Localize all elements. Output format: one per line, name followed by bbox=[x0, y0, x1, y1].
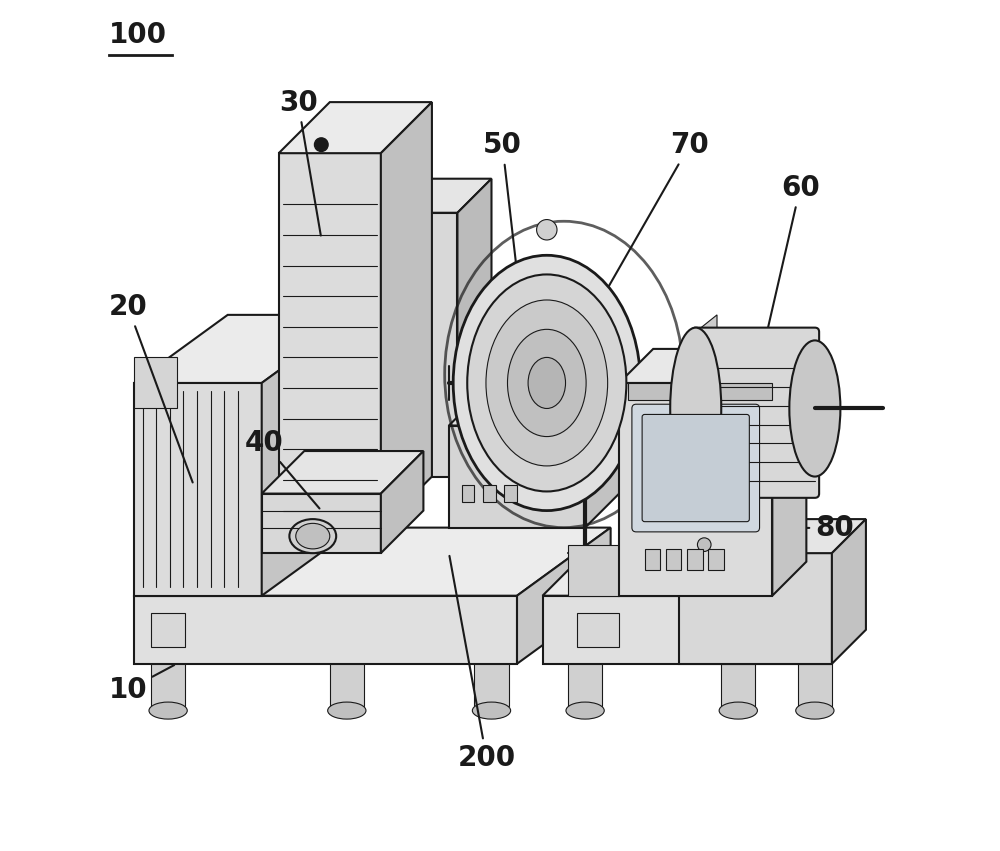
FancyBboxPatch shape bbox=[642, 414, 749, 522]
Polygon shape bbox=[279, 102, 432, 153]
Text: 80: 80 bbox=[775, 514, 854, 542]
Polygon shape bbox=[449, 426, 585, 528]
Bar bbox=[462, 485, 474, 502]
Text: 200: 200 bbox=[449, 556, 516, 772]
Polygon shape bbox=[381, 179, 491, 213]
Text: 40: 40 bbox=[245, 429, 319, 509]
Polygon shape bbox=[543, 553, 857, 596]
Polygon shape bbox=[262, 494, 381, 553]
Polygon shape bbox=[134, 596, 517, 664]
Bar bbox=[708, 549, 724, 570]
FancyBboxPatch shape bbox=[632, 404, 760, 532]
Polygon shape bbox=[134, 383, 262, 596]
Polygon shape bbox=[568, 664, 602, 706]
Text: 70: 70 bbox=[603, 131, 709, 295]
Polygon shape bbox=[577, 613, 619, 647]
Polygon shape bbox=[151, 664, 185, 706]
Circle shape bbox=[697, 538, 711, 551]
Polygon shape bbox=[696, 315, 717, 511]
Ellipse shape bbox=[289, 519, 336, 553]
Polygon shape bbox=[134, 528, 611, 596]
Polygon shape bbox=[543, 596, 815, 664]
Polygon shape bbox=[619, 383, 772, 596]
Ellipse shape bbox=[796, 702, 834, 719]
Polygon shape bbox=[381, 451, 423, 553]
Text: 30: 30 bbox=[279, 89, 321, 236]
Ellipse shape bbox=[328, 702, 366, 719]
Polygon shape bbox=[696, 613, 730, 647]
Polygon shape bbox=[262, 315, 355, 596]
Text: 50: 50 bbox=[483, 131, 522, 270]
Bar bbox=[687, 549, 703, 570]
Ellipse shape bbox=[719, 702, 757, 719]
Polygon shape bbox=[585, 391, 619, 528]
Ellipse shape bbox=[486, 300, 608, 466]
Polygon shape bbox=[628, 383, 772, 400]
Polygon shape bbox=[151, 613, 185, 647]
Ellipse shape bbox=[296, 523, 330, 549]
Text: 10: 10 bbox=[109, 665, 174, 704]
Ellipse shape bbox=[467, 274, 626, 492]
Circle shape bbox=[314, 138, 328, 151]
Polygon shape bbox=[517, 528, 611, 664]
Text: 20: 20 bbox=[109, 293, 193, 483]
Polygon shape bbox=[449, 391, 619, 426]
Polygon shape bbox=[815, 553, 857, 664]
Polygon shape bbox=[832, 519, 866, 664]
Polygon shape bbox=[679, 553, 832, 664]
Polygon shape bbox=[279, 153, 381, 528]
Polygon shape bbox=[721, 664, 755, 706]
Bar bbox=[483, 485, 496, 502]
Bar bbox=[645, 549, 660, 570]
Polygon shape bbox=[134, 315, 355, 383]
Polygon shape bbox=[330, 664, 364, 706]
Bar bbox=[504, 485, 517, 502]
Ellipse shape bbox=[670, 328, 721, 489]
Polygon shape bbox=[568, 545, 619, 596]
Circle shape bbox=[537, 220, 557, 240]
Ellipse shape bbox=[566, 702, 604, 719]
Polygon shape bbox=[798, 664, 832, 706]
Polygon shape bbox=[679, 519, 866, 553]
Polygon shape bbox=[381, 102, 432, 528]
Text: 60: 60 bbox=[756, 174, 820, 380]
Polygon shape bbox=[134, 357, 177, 408]
Polygon shape bbox=[474, 664, 509, 706]
Polygon shape bbox=[381, 213, 457, 477]
FancyBboxPatch shape bbox=[691, 328, 819, 498]
Ellipse shape bbox=[789, 340, 840, 477]
Polygon shape bbox=[262, 451, 423, 494]
Polygon shape bbox=[619, 349, 806, 383]
Ellipse shape bbox=[507, 329, 586, 437]
Ellipse shape bbox=[453, 255, 640, 511]
Ellipse shape bbox=[149, 702, 187, 719]
Polygon shape bbox=[457, 179, 491, 477]
Text: 100: 100 bbox=[109, 20, 167, 49]
Ellipse shape bbox=[528, 357, 566, 408]
Bar bbox=[666, 549, 681, 570]
Ellipse shape bbox=[472, 702, 511, 719]
Polygon shape bbox=[772, 349, 806, 596]
